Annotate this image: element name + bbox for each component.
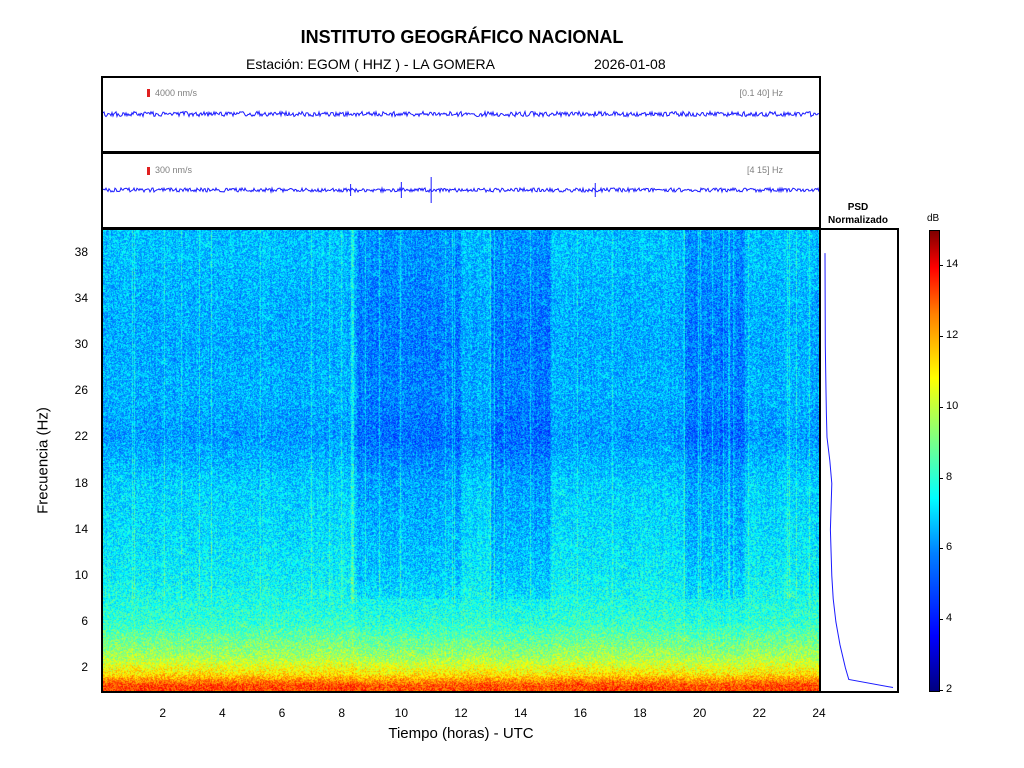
- x-tick-label: 18: [633, 706, 647, 720]
- colorbar-tick-mark: [939, 619, 943, 621]
- trace-scale-bar: [147, 167, 150, 175]
- y-tick-label: 6: [81, 613, 88, 628]
- y-tick-label: 18: [74, 475, 88, 490]
- y-tick-label: 30: [74, 337, 88, 352]
- x-tick-label: 10: [394, 706, 408, 720]
- colorbar-tick-label: 2: [946, 683, 953, 695]
- colorbar-tick-mark: [939, 690, 943, 691]
- trace-line: [103, 109, 819, 119]
- x-tick-label: 24: [812, 706, 826, 720]
- x-tick-label: 2: [159, 706, 166, 720]
- station-label: Estación: EGOM ( HHZ ) - LA GOMERA: [246, 56, 495, 72]
- colorbar-tick-mark: [939, 406, 943, 408]
- colorbar-tick-mark: [939, 477, 943, 479]
- trace-scale-label: 300 nm/s: [155, 165, 193, 175]
- x-axis-label: Tiempo (horas) - UTC: [388, 725, 534, 742]
- y-tick-label: 26: [74, 383, 88, 398]
- psd-curve: [824, 253, 894, 688]
- psd-line: [824, 253, 894, 688]
- psd-title-line2: Normalizado: [827, 215, 888, 226]
- x-tick-label: 22: [752, 706, 766, 720]
- x-tick-label: 16: [573, 706, 587, 720]
- colorbar-tick-label: 4: [946, 612, 953, 625]
- y-tick-label: 2: [81, 659, 88, 674]
- colorbar-tick-label: 14: [946, 258, 959, 271]
- colorbar-tick-mark: [939, 336, 943, 338]
- spectrogram-heatmap: [103, 230, 819, 691]
- x-tick-label: 20: [692, 706, 707, 720]
- trace-panel-broadband: 4000 nm/s [0.1 40] Hz: [101, 76, 821, 153]
- colorbar: [929, 230, 940, 692]
- trace-band-label: [4 15] Hz: [746, 165, 783, 175]
- y-tick-label: 34: [74, 291, 88, 306]
- y-tick-label: 10: [74, 567, 88, 582]
- x-tick-label: 12: [454, 706, 468, 720]
- colorbar-tick-label: 8: [946, 470, 953, 483]
- colorbar-tick-label: 10: [946, 399, 959, 412]
- colorbar-tick-mark: [939, 265, 943, 267]
- trace-panel-filtered: 300 nm/s [4 15] Hz: [101, 152, 821, 229]
- y-tick-label: 38: [74, 245, 88, 260]
- y-axis-label: Frecuencia (Hz): [34, 407, 52, 514]
- colorbar-tick-label: 12: [946, 329, 959, 342]
- colorbar-tick-label: 6: [946, 541, 953, 554]
- colorbar-unit: dB: [927, 213, 940, 224]
- x-tick-label: 8: [338, 706, 345, 720]
- trace-line: [103, 186, 819, 194]
- chart-title: INSTITUTO GEOGRÁFICO NACIONAL: [300, 27, 624, 47]
- trace-waveform-filtered: [103, 177, 819, 203]
- psd-panel: [819, 228, 899, 693]
- date-label: 2026-01-08: [594, 56, 666, 72]
- trace-band-label: [0.1 40] Hz: [739, 88, 783, 98]
- x-tick-label: 14: [513, 706, 528, 720]
- spectrogram-panel: [101, 228, 821, 693]
- trace-waveform-broadband: [103, 109, 819, 119]
- y-tick-label: 22: [74, 429, 88, 444]
- psd-title-line1: PSD: [847, 202, 869, 213]
- trace-scale-label: 4000 nm/s: [155, 88, 198, 98]
- trace-scale-bar: [147, 89, 150, 97]
- x-tick-label: 6: [278, 706, 286, 720]
- x-tick-label: 4: [218, 706, 226, 720]
- y-tick-label: 14: [74, 521, 88, 536]
- colorbar-tick-mark: [939, 548, 943, 550]
